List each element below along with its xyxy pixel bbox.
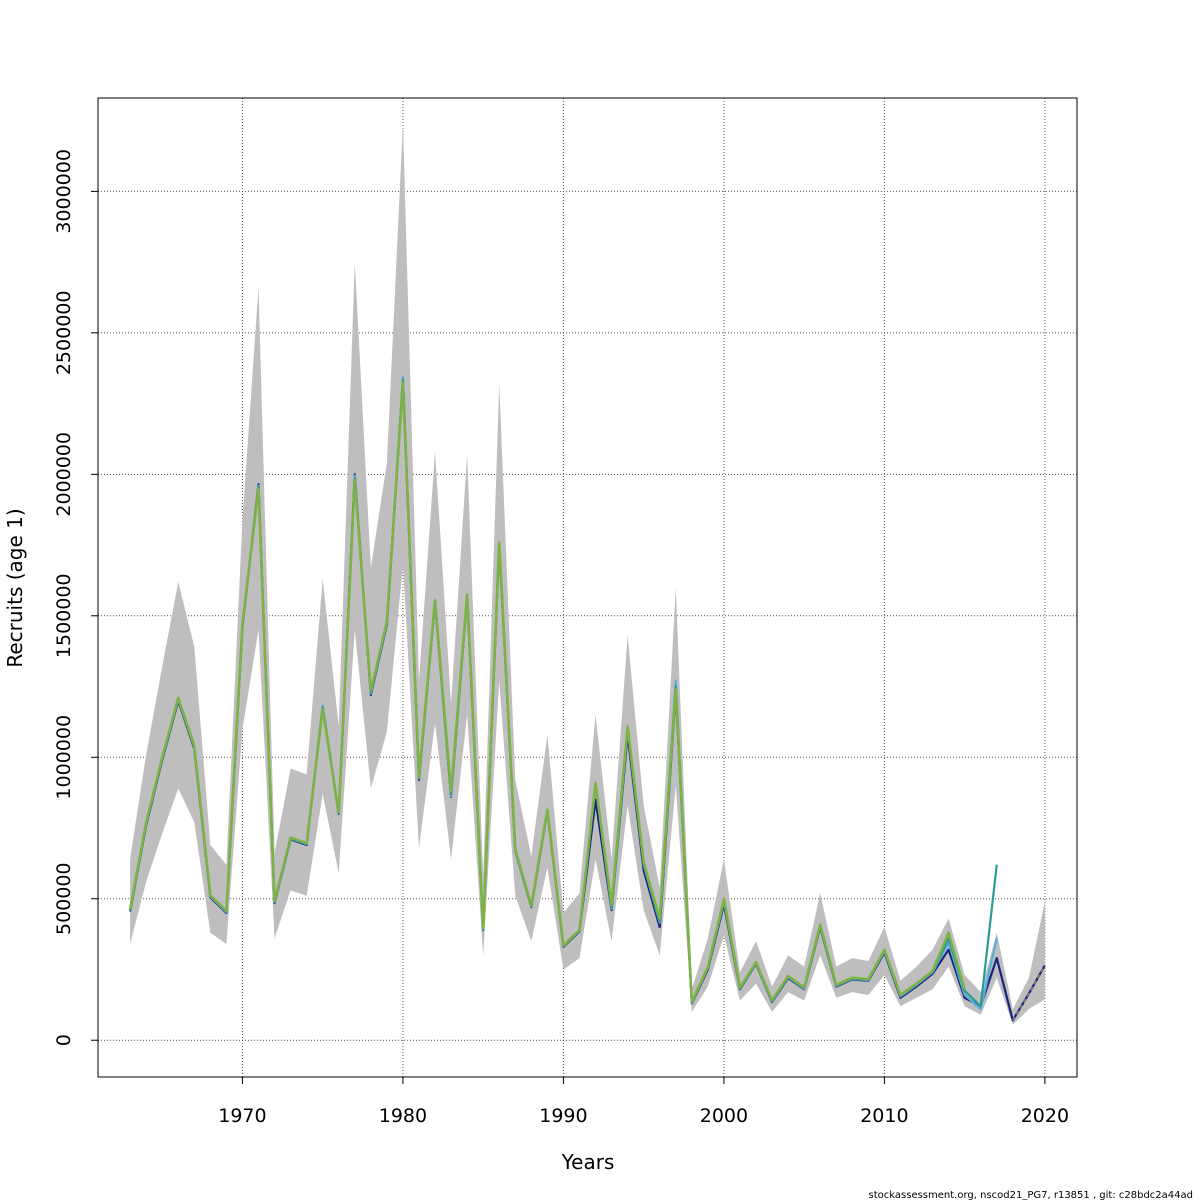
y-tick-label: 3000000 <box>53 149 75 234</box>
x-tick-label: 1980 <box>379 1105 427 1127</box>
series-1-projection <box>1011 964 1046 1021</box>
series-layer <box>128 375 1046 1022</box>
y-tick-label: 2500000 <box>53 291 75 376</box>
y-axis-label: Recruits (age 1) <box>3 508 27 667</box>
y-tick-label: 1500000 <box>53 573 75 658</box>
y-tick-label: 1000000 <box>53 715 75 800</box>
confidence-band <box>130 123 1045 1025</box>
x-axis: 1970 1980 1990 2000 2010 2020 <box>218 1077 1069 1127</box>
x-tick-label: 2000 <box>700 1105 748 1127</box>
y-tick-label: 2000000 <box>53 432 75 517</box>
x-tick-label: 2020 <box>1021 1105 1069 1127</box>
series-line-4 <box>128 381 966 1003</box>
confidence-band-layer <box>130 123 1045 1025</box>
y-tick-label: 0 <box>53 1034 75 1046</box>
x-tick-label: 1970 <box>218 1105 266 1127</box>
x-tick-label: 2010 <box>860 1105 908 1127</box>
x-axis-label: Years <box>561 1150 615 1174</box>
y-axis: 0 500000 1000000 1500000 2000000 2500000 30000… <box>53 149 98 1046</box>
y-tick-label: 500000 <box>53 862 75 935</box>
footer-text: stockassessment.org, nscod21_PG7, r13851… <box>869 1190 1193 1200</box>
plot-frame <box>97 97 1078 1078</box>
x-tick-label: 1990 <box>539 1105 587 1127</box>
